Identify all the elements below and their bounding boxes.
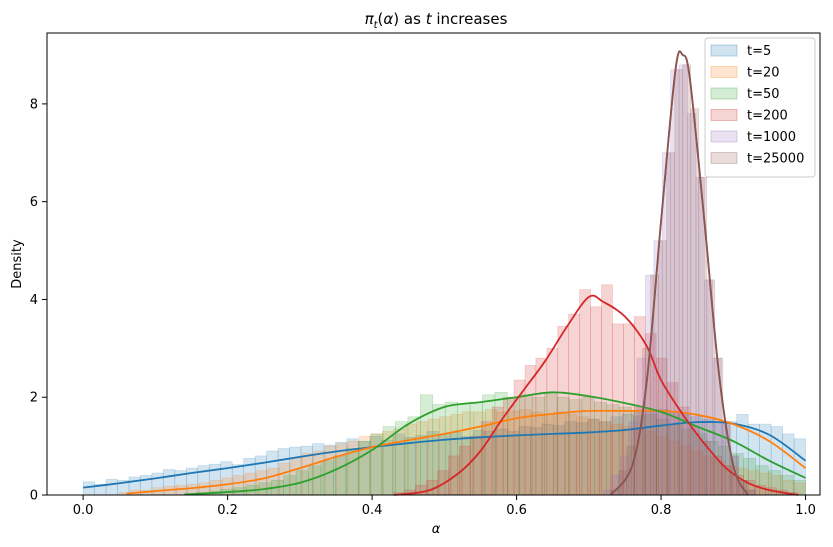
legend-label: t=50 xyxy=(747,87,780,102)
hist-bar xyxy=(502,396,515,496)
y-tick-label: 4 xyxy=(30,293,38,308)
kde-line-t=20 xyxy=(126,409,807,495)
hist-bar xyxy=(105,479,118,496)
x-tick-label: 0.8 xyxy=(651,503,672,518)
hist-bar xyxy=(333,455,347,496)
hist-t=20 xyxy=(118,409,806,496)
hist-bar xyxy=(642,348,651,496)
hist-bar xyxy=(470,436,482,496)
hist-bar xyxy=(650,274,659,496)
legend-swatch xyxy=(710,130,738,143)
hist-bar xyxy=(568,313,580,496)
kde-line-t=25000 xyxy=(609,50,749,496)
y-axis: 0 2 4 6 8 xyxy=(30,97,47,504)
x-tick-label: 0.0 xyxy=(73,503,94,518)
hist-bar xyxy=(82,481,95,496)
legend-swatch xyxy=(710,87,738,100)
y-tick-label: 8 xyxy=(30,97,38,112)
hist-t=5 xyxy=(82,409,806,496)
hist-bar xyxy=(395,421,409,496)
legend-box xyxy=(704,37,816,178)
hist-bar xyxy=(407,416,421,496)
y-tick-label: 0 xyxy=(30,489,38,504)
hist-bar xyxy=(557,326,570,496)
y-tick-label: 6 xyxy=(30,195,38,210)
legend-swatch xyxy=(710,66,738,78)
kde-line-t=50 xyxy=(184,391,806,496)
hist-bar xyxy=(590,306,602,496)
plot-area xyxy=(82,50,807,496)
legend-label: t=20 xyxy=(747,66,780,81)
hist-bar xyxy=(601,284,613,496)
x-tick-label: 0.2 xyxy=(217,503,238,518)
kde-line-t=200 xyxy=(393,294,799,496)
hist-bar xyxy=(345,448,359,496)
legend-label: t=1000 xyxy=(747,130,796,145)
hist-bar xyxy=(320,460,334,496)
hist-bar xyxy=(682,64,692,496)
hist-bar xyxy=(437,470,449,496)
hist-bar xyxy=(448,455,460,496)
x-tick-label: 0.6 xyxy=(506,503,527,518)
hist-bar xyxy=(674,69,684,496)
x-tick-label: 1.0 xyxy=(795,503,816,518)
legend-swatch xyxy=(710,44,738,57)
hist-bar xyxy=(480,421,493,496)
plot-frame xyxy=(46,32,821,496)
hist-bar xyxy=(658,240,667,496)
hist-bar xyxy=(535,357,548,496)
hist-bar xyxy=(690,108,700,496)
legend: t=5 t=20 t=50 t=200 t=1000 t=25000 xyxy=(704,37,816,178)
x-axis-label: α xyxy=(432,522,441,537)
legend-label: t=25000 xyxy=(747,152,804,167)
legend-swatch xyxy=(710,109,738,121)
y-tick-label: 2 xyxy=(30,391,38,406)
hist-bar xyxy=(420,394,434,496)
legend-swatch xyxy=(710,152,738,164)
legend-label: t=5 xyxy=(747,44,771,59)
chart-title: πt(α) as t increases xyxy=(365,10,508,31)
y-axis-label: Density xyxy=(10,239,25,289)
x-tick-label: 0.4 xyxy=(362,503,383,518)
hist-bar xyxy=(546,348,559,496)
x-axis: 0.0 0.2 0.4 0.6 0.8 1.0 xyxy=(73,495,816,518)
hist-bar xyxy=(666,152,676,496)
legend-label: t=200 xyxy=(747,109,788,124)
hist-bar xyxy=(579,289,591,496)
